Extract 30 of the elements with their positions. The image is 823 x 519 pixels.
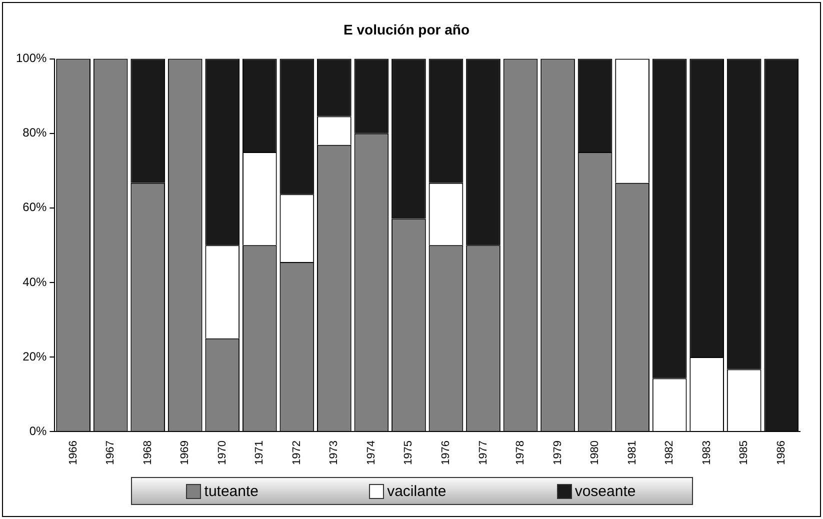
- legend-label: voseante: [574, 482, 636, 500]
- x-tick-label: 1985: [738, 440, 750, 466]
- x-tick-label: 1972: [290, 440, 303, 466]
- x-tick-label: 1975: [402, 440, 415, 466]
- y-tick-label: 0%: [29, 424, 48, 438]
- x-tick-label: 1976: [440, 440, 452, 466]
- x-tick-label: 1978: [514, 440, 527, 466]
- chart-title: E volución por año: [343, 21, 470, 38]
- x-tick-label: 1981: [626, 440, 638, 466]
- y-tick-label: 60%: [22, 200, 48, 214]
- x-tick-label: 1977: [477, 440, 490, 466]
- x-tick-label: 1982: [664, 440, 676, 466]
- x-tick-label: 1970: [216, 440, 228, 466]
- legend-label: vacilante: [387, 482, 446, 500]
- y-tick-label: 20%: [22, 349, 48, 364]
- x-tick-label: 1968: [142, 440, 154, 466]
- y-tick-label: 100%: [16, 51, 48, 66]
- x-tick-label: 1969: [179, 440, 192, 466]
- x-tick-label: 1980: [589, 440, 602, 466]
- x-tick-label: 1983: [700, 440, 713, 466]
- x-tick-label: 1973: [328, 440, 340, 466]
- x-tick-label: 1967: [104, 440, 117, 466]
- y-tick-label: 80%: [22, 126, 48, 140]
- x-tick-label: 1971: [254, 440, 266, 466]
- legend-label: tuteante: [204, 482, 258, 500]
- x-tick-label: 1966: [67, 440, 80, 466]
- y-tick-label: 40%: [22, 274, 48, 289]
- x-tick-label: 1986: [775, 440, 788, 466]
- x-tick-label: 1979: [552, 440, 564, 466]
- x-tick-label: 1974: [365, 440, 378, 466]
